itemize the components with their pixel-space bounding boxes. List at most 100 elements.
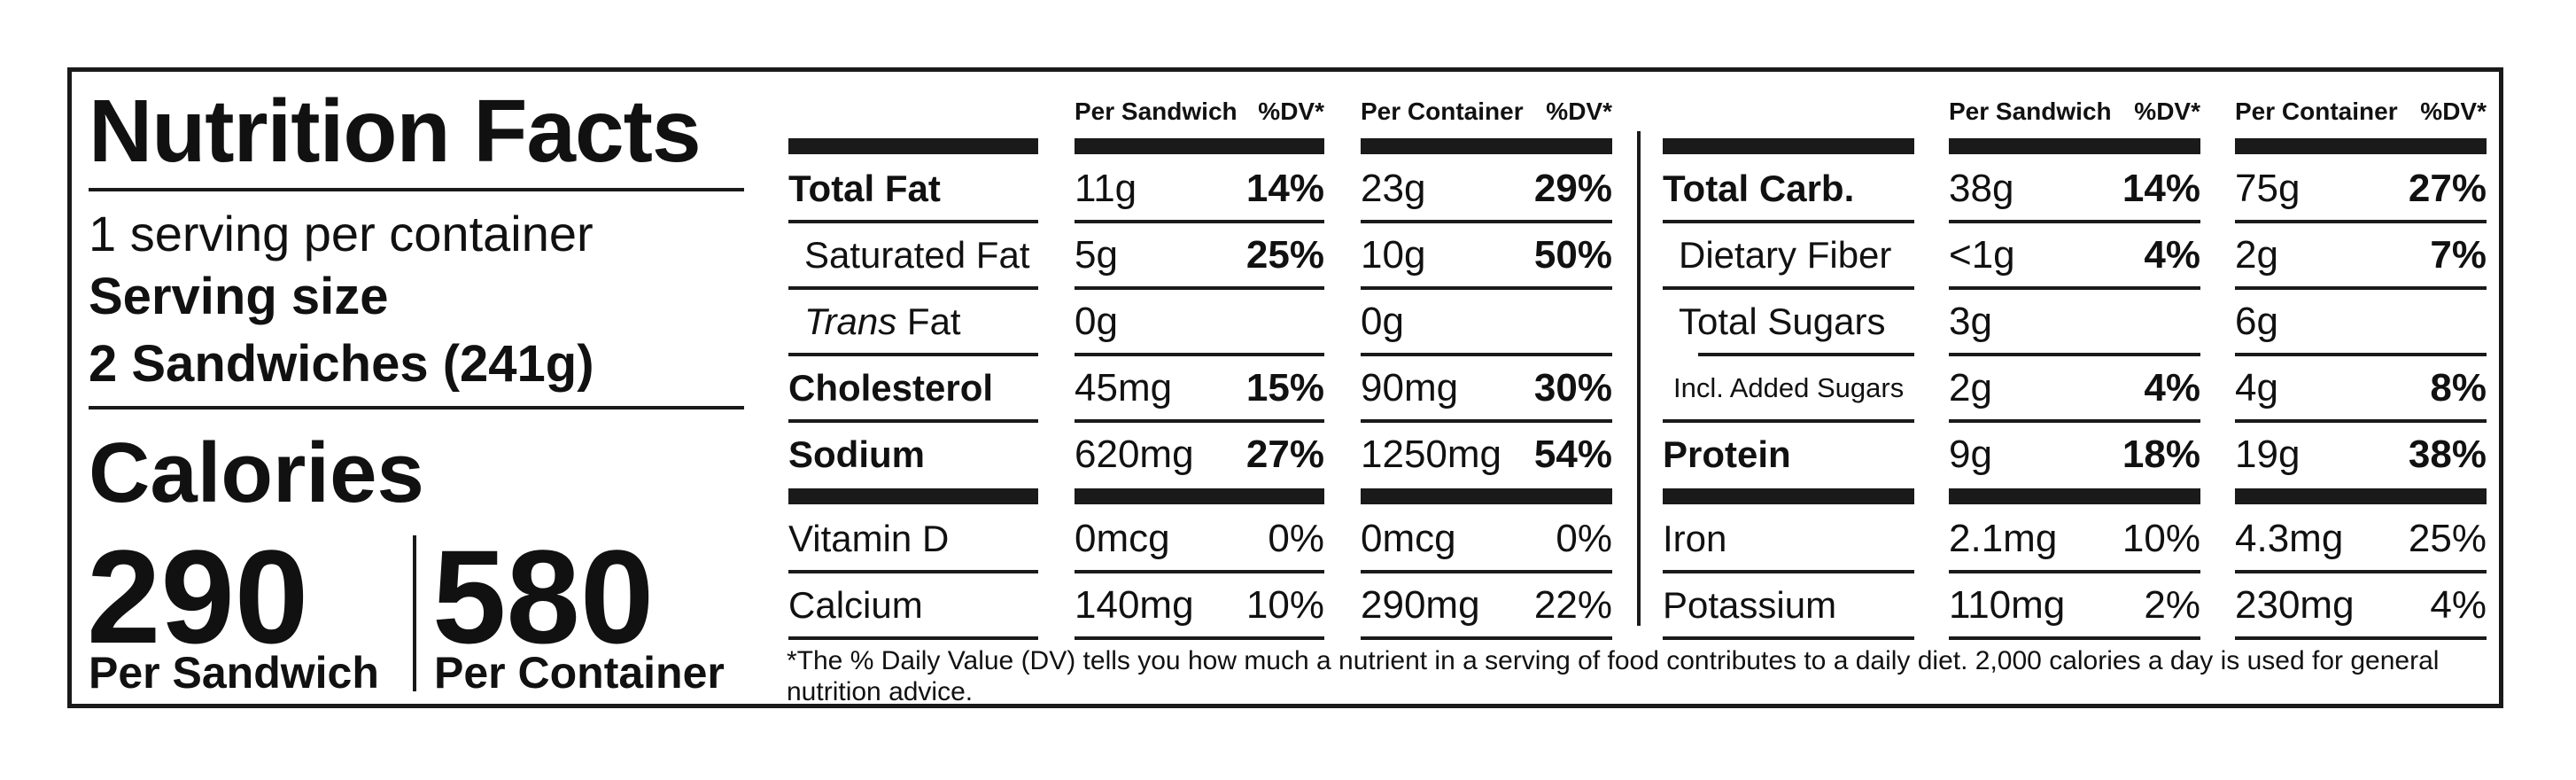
header-dv-text: %DV* <box>2420 98 2487 125</box>
rule <box>2235 488 2487 504</box>
rule <box>1949 636 2200 640</box>
amount-per-container: 1250mg <box>1361 421 1501 488</box>
rule <box>1361 138 1612 154</box>
dv-per-sandwich-text: 25% <box>1245 233 1324 277</box>
header-dv: %DV* <box>1546 98 1612 126</box>
amount-per-sandwich: 0mcg <box>1075 505 1170 572</box>
dv-per-sandwich-text: 14% <box>2122 167 2200 210</box>
amount-per-container-text: 1250mg <box>1361 433 1502 476</box>
rule <box>1663 286 1914 290</box>
rule <box>1075 488 1324 504</box>
rule <box>788 220 1038 223</box>
amount-per-container-text: 0mcg <box>1361 517 1456 560</box>
calories-label: Calories <box>89 425 424 520</box>
dv-per-sandwich: 15% <box>1246 355 1324 421</box>
rule <box>1663 220 1914 223</box>
amount-per-container-text: 4g <box>2235 366 2278 410</box>
serving-size-value: 2 Sandwiches (241g) <box>89 335 594 393</box>
rule <box>2235 570 2487 573</box>
header-dv: %DV* <box>2420 98 2487 126</box>
divider <box>89 188 744 191</box>
dv-per-sandwich-text: 2% <box>2144 583 2200 627</box>
amount-per-sandwich: 620mg <box>1075 421 1194 488</box>
nutrient-label-text: Total Sugars <box>1679 300 1885 342</box>
amount-per-sandwich: 5g <box>1075 222 1118 288</box>
amount-per-container: 6g <box>2235 288 2278 355</box>
label-title: Nutrition Facts <box>89 82 702 181</box>
nutrient-label-text: Dietary Fiber <box>1679 234 1891 276</box>
nutrient-label: Incl. Added Sugars <box>1673 355 1904 421</box>
dv-per-sandwich-text: 10% <box>2122 517 2200 560</box>
amount-per-container-text: 6g <box>2235 300 2278 343</box>
header-dv: %DV* <box>1258 98 1324 126</box>
dv-per-sandwich: 0% <box>1268 505 1324 572</box>
amount-per-sandwich: 45mg <box>1075 355 1172 421</box>
rule <box>788 138 1038 154</box>
amount-per-sandwich: 11g <box>1075 155 1137 222</box>
nutrient-label-text: Incl. Added Sugars <box>1673 372 1904 403</box>
amount-per-sandwich-text: 2.1mg <box>1949 517 2058 560</box>
amount-per-container: 290mg <box>1361 572 1480 638</box>
dv-per-container-text: 54% <box>1533 433 1612 476</box>
dv-per-sandwich-text: 15% <box>1245 366 1324 410</box>
rule <box>1361 636 1612 640</box>
dv-per-container: 7% <box>2430 222 2487 288</box>
dv-per-container: 54% <box>1534 421 1612 488</box>
dv-per-sandwich-text: 14% <box>1245 167 1324 210</box>
nutrient-label-text: Total Carb. <box>1663 168 1854 209</box>
nutrient-label-text: Protein <box>1663 433 1791 475</box>
amount-per-container: 0mcg <box>1361 505 1456 572</box>
rule <box>788 353 1038 356</box>
amount-per-sandwich-text: 5g <box>1075 233 1118 277</box>
label-text: Vitamin D <box>788 518 950 559</box>
nutrient-label-text: Cholesterol <box>788 367 993 409</box>
dv-per-container-text: 4% <box>2430 583 2487 627</box>
nutrient-label: Iron <box>1663 505 1726 572</box>
rule <box>2235 419 2487 423</box>
nutrient-label: Total Carb. <box>1663 155 1854 222</box>
nutrient-label: Dietary Fiber <box>1679 222 1891 288</box>
header-per-sandwich: Per Sandwich <box>1949 98 2112 126</box>
nutrient-label: Total Fat <box>788 155 941 222</box>
label-text: Total Carb. <box>1663 168 1855 209</box>
amount-per-sandwich: 140mg <box>1075 572 1194 638</box>
dv-per-sandwich: 10% <box>2122 505 2200 572</box>
header-per-container: Per Container <box>1361 98 1524 126</box>
amount-per-container-text: 75g <box>2235 167 2301 210</box>
amount-per-container: 90mg <box>1361 355 1458 421</box>
rule <box>1663 570 1914 573</box>
dv-per-sandwich: 14% <box>2122 155 2200 222</box>
dv-per-sandwich-text: 10% <box>1245 583 1324 627</box>
dv-per-container-text: 38% <box>2408 433 2487 476</box>
footnote: *The % Daily Value (DV) tells you how mu… <box>787 646 2440 706</box>
amount-per-sandwich-text: 2g <box>1949 366 1992 410</box>
rule <box>1663 419 1914 423</box>
rule <box>1075 220 1324 223</box>
amount-per-sandwich: 9g <box>1949 421 1992 488</box>
rule <box>1361 220 1612 223</box>
dv-per-sandwich: 10% <box>1246 572 1324 638</box>
label-text: Dietary Fiber <box>1679 234 1892 276</box>
dv-per-sandwich: 18% <box>2122 421 2200 488</box>
nutrient-label-text: Saturated Fat <box>804 234 1029 276</box>
header-per-sandwich: Per Sandwich <box>1075 98 1238 126</box>
amount-per-sandwich-text: 38g <box>1949 167 2014 210</box>
nutrient-label: Protein <box>1663 421 1791 488</box>
amount-per-sandwich: 2g <box>1949 355 1992 421</box>
amount-per-container: 2g <box>2235 222 2278 288</box>
header-dv: %DV* <box>2134 98 2200 126</box>
amount-per-container-text: 23g <box>1361 167 1426 210</box>
rule <box>2235 220 2487 223</box>
dv-per-sandwich: 2% <box>2144 572 2200 638</box>
serving-size-label: Serving size <box>89 268 389 325</box>
amount-per-container-text: 230mg <box>2235 583 2355 627</box>
amount-per-container: 4g <box>2235 355 2278 421</box>
rule <box>2235 138 2487 154</box>
rule <box>1361 570 1612 573</box>
rule <box>788 636 1038 640</box>
label-text: Potassium <box>1663 584 1837 626</box>
divider <box>89 406 744 410</box>
amount-per-container: 75g <box>2235 155 2300 222</box>
dv-per-container-text: 8% <box>2430 366 2487 410</box>
rule <box>1949 419 2200 423</box>
